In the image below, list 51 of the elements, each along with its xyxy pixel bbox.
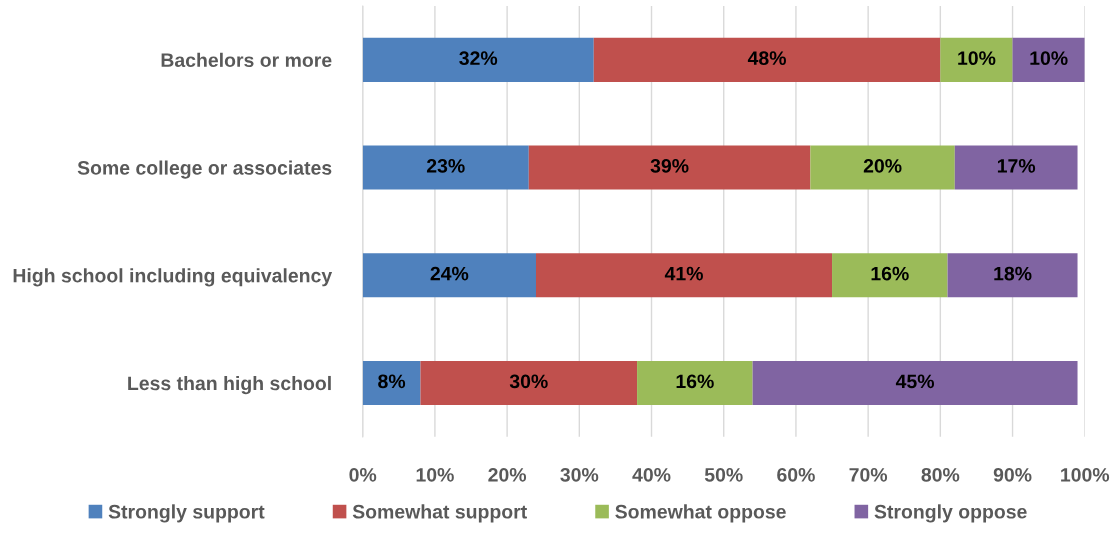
x-tick-label: 70% — [849, 467, 888, 482]
bar — [362, 145, 529, 190]
x-tick-label: 90% — [993, 467, 1032, 482]
bar — [362, 37, 594, 82]
bar — [535, 253, 833, 298]
data-label: 10% — [1030, 51, 1068, 66]
x-tick-label: 60% — [777, 467, 815, 482]
bar — [1012, 37, 1085, 82]
bar — [420, 360, 638, 406]
legend-label: Somewhat oppose — [615, 504, 786, 523]
bar — [637, 360, 753, 406]
bar — [940, 37, 1013, 82]
data-label: 16% — [871, 266, 909, 281]
y-tick-label: High school including equivalency — [13, 268, 333, 287]
data-label: 41% — [664, 266, 703, 281]
data-label: 23% — [426, 158, 465, 173]
data-label: 17% — [997, 159, 1036, 173]
x-tick-label: 80% — [921, 467, 960, 482]
data-label: 18% — [994, 266, 1032, 281]
data-label: 20% — [863, 158, 902, 173]
data-label: 39% — [650, 158, 689, 173]
data-label: 8% — [378, 374, 406, 389]
bar — [947, 253, 1078, 298]
x-tick-label: 40% — [632, 467, 671, 482]
y-tick-label: Less than high school — [128, 375, 331, 395]
legend-label: Somewhat support — [352, 504, 527, 523]
data-label: 45% — [895, 374, 935, 389]
data-label: 30% — [509, 374, 548, 389]
x-tick-label: 50% — [704, 467, 743, 482]
bar — [362, 360, 421, 406]
x-tick-label: 30% — [560, 467, 599, 482]
bar — [954, 145, 1078, 190]
bar — [593, 37, 941, 82]
bar — [810, 145, 955, 190]
x-tick-label: 0% — [349, 467, 377, 482]
data-label: 16% — [676, 374, 714, 389]
bar — [752, 360, 1078, 406]
x-tick-label: 10% — [416, 467, 454, 482]
legend-label: Strongly support — [108, 504, 265, 523]
x-tick-label: 20% — [488, 467, 527, 482]
bar — [832, 253, 948, 298]
data-label: 32% — [459, 51, 498, 66]
legend-label: Strongly oppose — [874, 504, 1027, 523]
data-label: 24% — [430, 266, 469, 281]
y-tick-label: Some college or associates — [77, 160, 332, 179]
bar — [528, 145, 811, 190]
x-tick-label: 100% — [1061, 467, 1110, 482]
y-tick-label: Bachelors or more — [161, 52, 332, 68]
data-label: 10% — [958, 51, 996, 66]
bar — [362, 253, 536, 298]
data-label: 48% — [747, 51, 786, 66]
